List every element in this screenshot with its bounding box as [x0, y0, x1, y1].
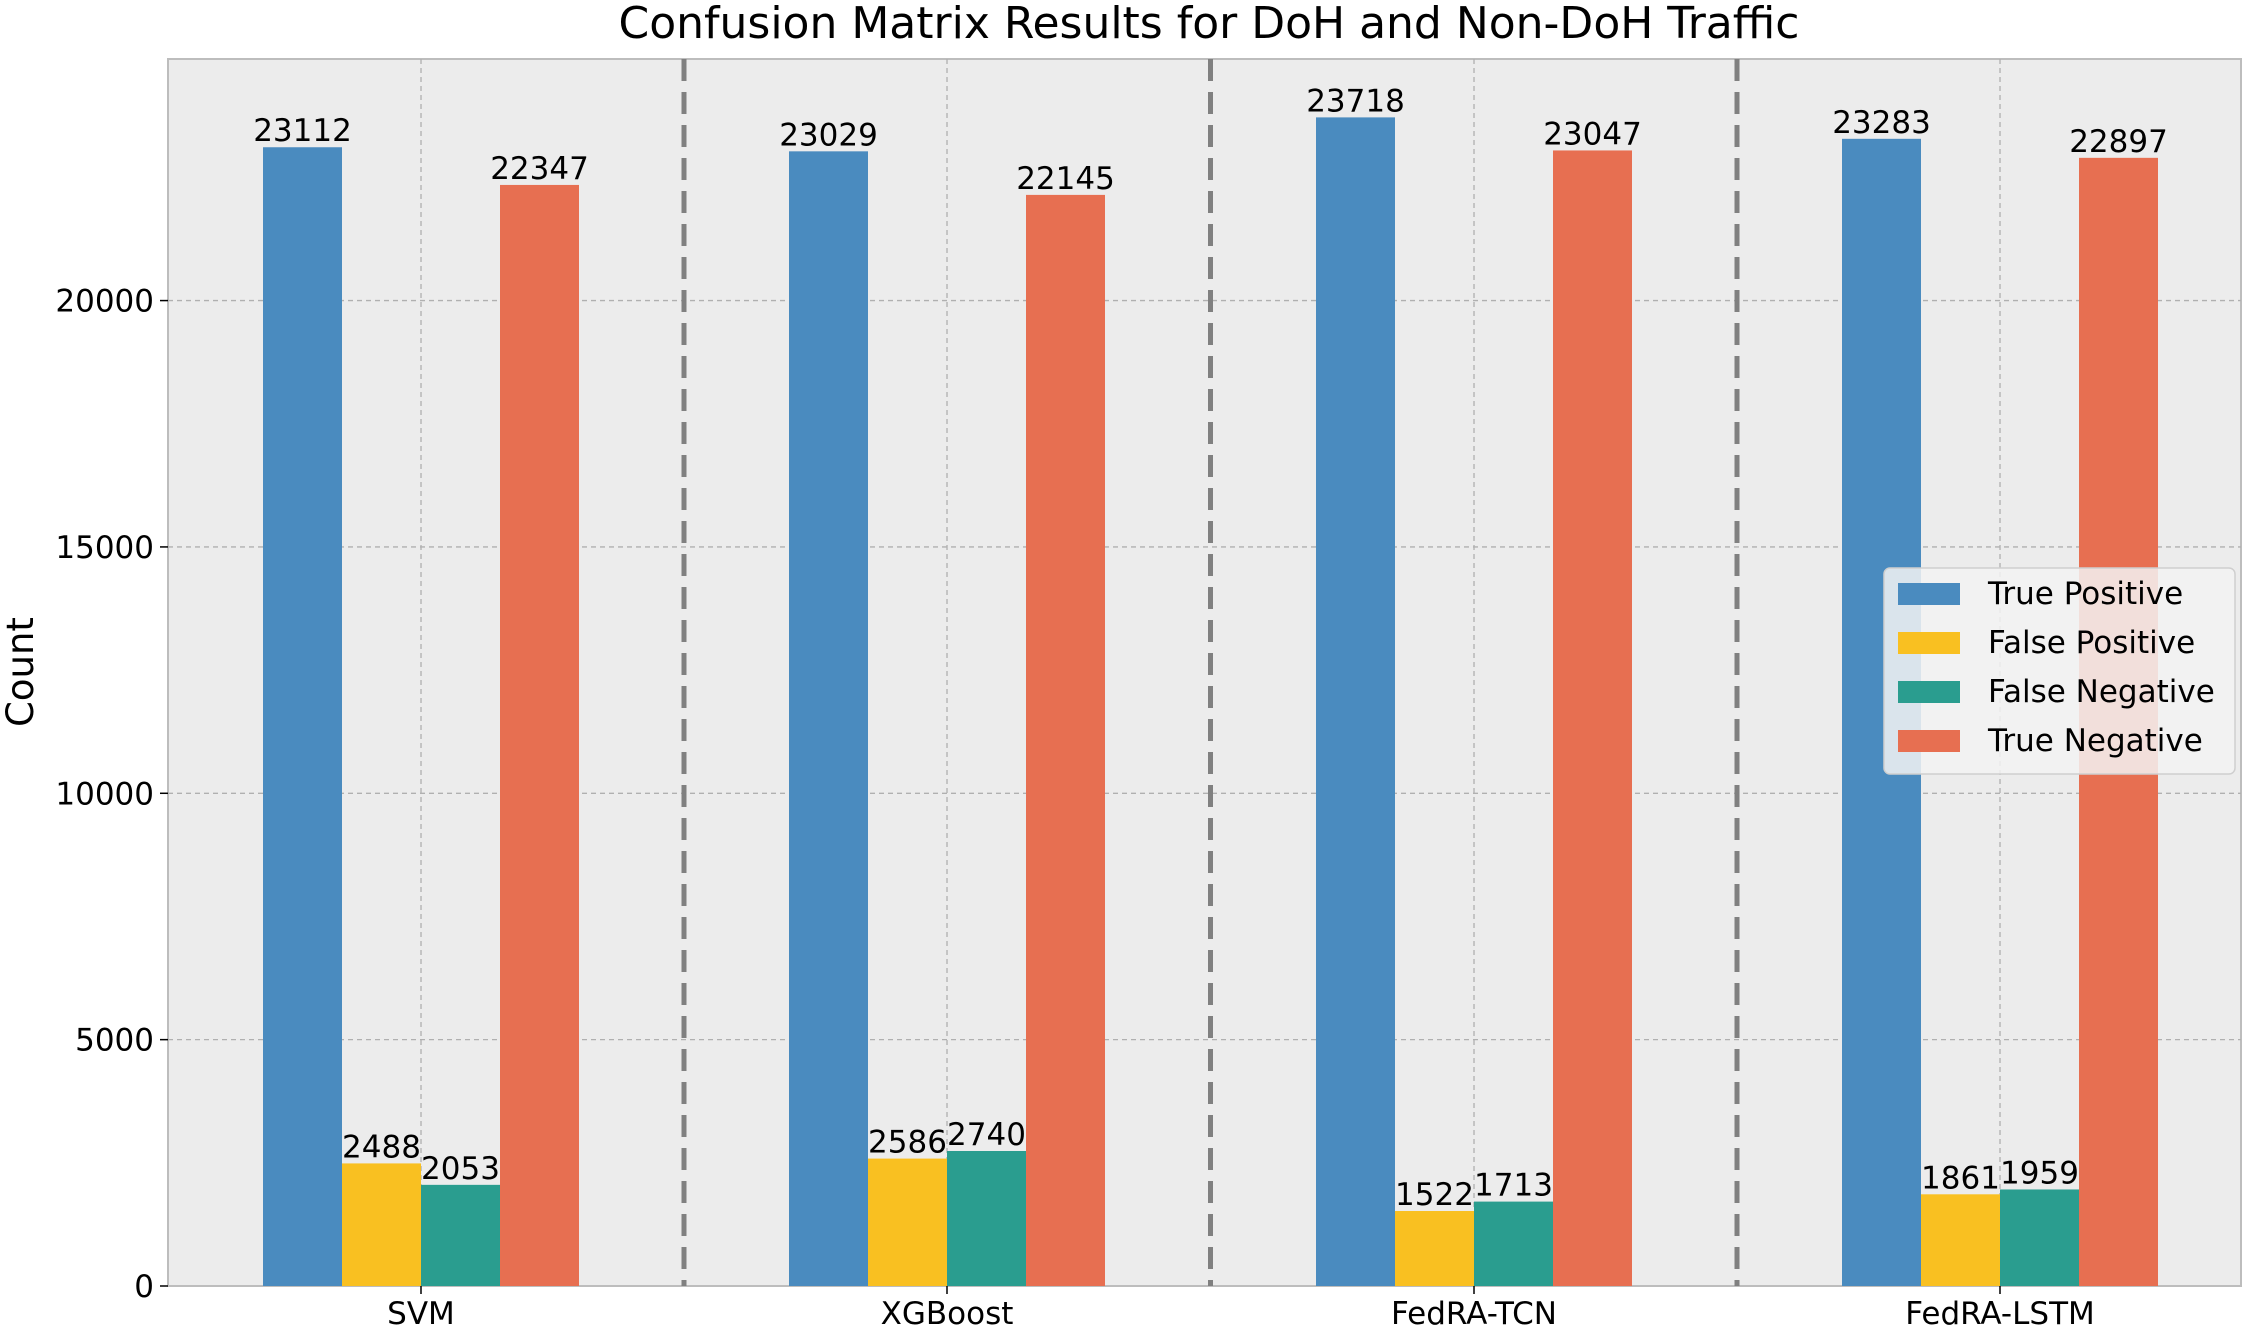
x-tick-label: FedRA-TCN: [1391, 1296, 1557, 1326]
x-tick-label: FedRA-LSTM: [1905, 1296, 2095, 1326]
value-label: 2586: [868, 1125, 947, 1161]
y-tick-label: 0: [134, 1269, 154, 1305]
y-tick-label: 10000: [55, 776, 154, 812]
value-label: 22897: [2069, 124, 2168, 160]
bar-true-negative-fedra-tcn: [1553, 150, 1632, 1287]
bar-false-negative-xgboost: [947, 1150, 1026, 1286]
value-label: 23029: [779, 117, 878, 153]
legend-swatch: [1898, 681, 1960, 703]
value-label: 22347: [490, 151, 589, 187]
legend-swatch: [1898, 730, 1960, 752]
bar-false-positive-fedra-lstm: [1921, 1194, 2000, 1286]
value-label: 1959: [2000, 1155, 2079, 1191]
bar-true-positive-xgboost: [789, 151, 868, 1286]
bar-true-positive-svm: [263, 147, 342, 1287]
legend-label: True Negative: [1987, 723, 2203, 759]
chart-title: Confusion Matrix Results for DoH and Non…: [618, 0, 1799, 49]
group-separators: [681, 59, 1740, 1286]
legend-label: False Positive: [1988, 625, 2195, 661]
y-tick-label: 5000: [75, 1023, 154, 1059]
bar-true-positive-fedra-tcn: [1316, 117, 1395, 1286]
legend-label: True Positive: [1987, 576, 2183, 612]
y-axis-label: Count: [0, 617, 42, 727]
value-label: 1861: [1921, 1160, 2000, 1196]
bar-false-negative-svm: [421, 1184, 500, 1286]
value-label: 23047: [1543, 116, 1642, 152]
legend-swatch: [1898, 632, 1960, 654]
y-tick-label: 20000: [55, 284, 154, 320]
bar-false-negative-fedra-lstm: [2000, 1189, 2079, 1286]
y-tick-label: 15000: [55, 530, 154, 566]
bar-true-negative-xgboost: [1026, 194, 1105, 1286]
value-label: 23718: [1306, 83, 1405, 119]
value-label: 2053: [421, 1151, 500, 1187]
legend-label: False Negative: [1988, 674, 2215, 710]
legend: True Positive False Positive False Negativ…: [1883, 567, 2236, 775]
bar-false-negative-fedra-tcn: [1474, 1201, 1553, 1286]
x-axis-ticks: SVM XGBoost FedRA-TCN FedRA-LSTM: [387, 1286, 2095, 1326]
value-label: 2488: [342, 1129, 421, 1165]
value-label: 23283: [1832, 105, 1931, 141]
legend-swatch: [1898, 583, 1960, 605]
value-label: 1713: [1474, 1168, 1553, 1204]
bar-false-positive-fedra-tcn: [1395, 1211, 1474, 1286]
x-tick-label: XGBoost: [881, 1296, 1014, 1326]
value-label: 1522: [1395, 1177, 1474, 1213]
x-tick-label: SVM: [387, 1296, 455, 1326]
bar-false-positive-xgboost: [868, 1158, 947, 1286]
value-label: 2740: [947, 1117, 1026, 1153]
bar-true-negative-svm: [500, 184, 579, 1286]
value-label: 22145: [1016, 161, 1115, 197]
bar-false-positive-svm: [342, 1163, 421, 1286]
y-axis-ticks: 0 5000 10000 15000 20000: [55, 284, 168, 1305]
legend-box: [1883, 567, 2236, 775]
value-labels: 23112 23029 23718 23283 2488 2586 1522 1861 2053…: [253, 83, 2168, 1213]
value-label: 23112: [253, 113, 352, 149]
